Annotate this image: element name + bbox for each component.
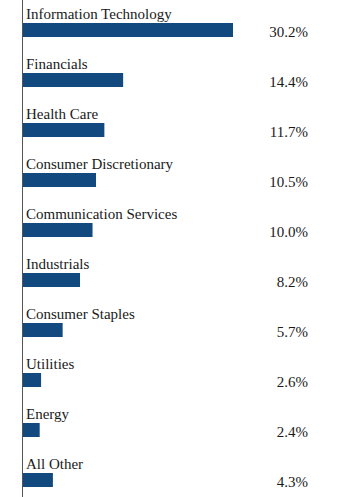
bar	[23, 423, 40, 437]
category-label: All Other	[26, 456, 83, 472]
data-labels: 30.2% 14.4% 11.7% 10.5% 10.0% 8.2% 5.7% 2.6% 2.4…	[269, 24, 308, 490]
category-labels: Information Technology Financials Health C…	[26, 6, 177, 472]
data-label: 10.0%	[269, 224, 308, 240]
category-label: Industrials	[26, 256, 89, 272]
bar	[23, 473, 53, 487]
bar	[23, 123, 104, 137]
category-label: Information Technology	[26, 6, 172, 22]
category-label: Financials	[26, 56, 88, 72]
data-label: 5.7%	[277, 324, 308, 340]
bar	[23, 73, 123, 87]
category-label: Utilities	[26, 356, 74, 372]
data-label: 11.7%	[270, 124, 308, 140]
bar	[23, 173, 96, 187]
data-label: 30.2%	[269, 24, 308, 40]
bar	[23, 323, 63, 337]
bar	[23, 273, 80, 287]
category-label: Consumer Discretionary	[26, 156, 174, 172]
chart: Information Technology Financials Health C…	[0, 0, 360, 497]
category-label: Communication Services	[26, 206, 177, 222]
data-label: 2.6%	[277, 374, 308, 390]
category-label: Consumer Staples	[26, 306, 135, 322]
data-label: 10.5%	[269, 174, 308, 190]
bar	[23, 373, 41, 387]
bar	[23, 223, 93, 237]
axis-line	[22, 0, 23, 497]
data-label: 4.3%	[277, 474, 308, 490]
data-label: 14.4%	[269, 74, 308, 90]
bar	[23, 23, 233, 37]
bars	[23, 23, 233, 487]
category-label: Health Care	[26, 106, 98, 122]
category-label: Energy	[26, 406, 70, 422]
data-label: 8.2%	[277, 274, 308, 290]
data-label: 2.4%	[277, 424, 308, 440]
